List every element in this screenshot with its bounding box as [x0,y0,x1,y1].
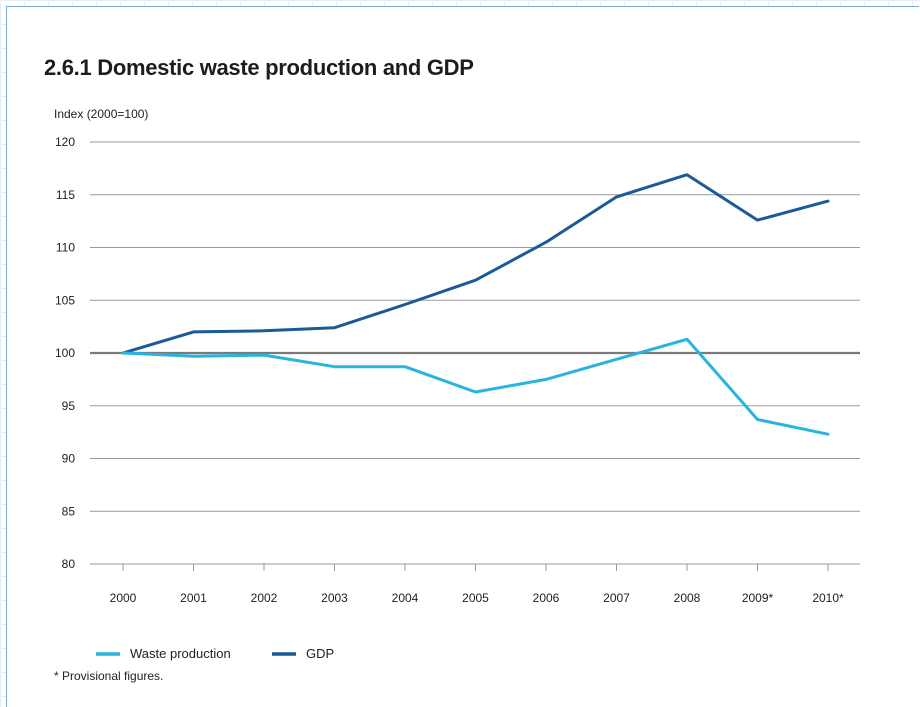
footnote: * Provisional figures. [54,669,163,683]
gridlines [90,141,860,565]
series-line-gdp [121,173,830,355]
y-tick-label: 85 [62,504,76,518]
y-tick-label: 115 [56,188,75,202]
line-chart: Index (2000=100) 80 85 90 95 100 105 110 115 120… [54,107,860,683]
x-tick-label: 2001 [180,591,207,605]
y-axis-ticks: 80 85 90 95 100 105 110 115 120 [55,135,75,571]
y-tick-label: 100 [55,346,75,360]
x-tick-label: 2010* [812,591,844,605]
x-tick-label: 2007 [603,591,630,605]
y-tick-label: 110 [56,241,75,255]
y-axis-label: Index (2000=100) [54,107,148,121]
y-tick-label: 120 [55,135,75,149]
y-tick-label: 90 [62,452,76,466]
legend-label: GDP [306,646,334,661]
series-lines [121,173,830,436]
x-tick-label: 2004 [392,591,419,605]
x-tick-label: 2006 [533,591,560,605]
chart-title: 2.6.1 Domestic waste production and GDP [44,55,474,80]
chart-frame [6,6,919,707]
x-tick-label: 2005 [462,591,489,605]
x-tick-label: 2009* [742,591,774,605]
x-tick-label: 2002 [251,591,278,605]
x-tick-label: 2000 [110,591,137,605]
y-tick-label: 105 [55,293,75,307]
y-tick-label: 95 [62,399,76,413]
legend: Waste production GDP [96,646,334,661]
series-line-waste-production [121,337,830,436]
legend-label: Waste production [130,646,231,661]
x-tick-label: 2008 [674,591,701,605]
y-tick-label: 80 [62,557,76,571]
x-tick-label: 2003 [321,591,348,605]
x-axis: 2000 2001 2002 2003 2004 2005 2006 2007 2008 2009… [110,564,844,605]
